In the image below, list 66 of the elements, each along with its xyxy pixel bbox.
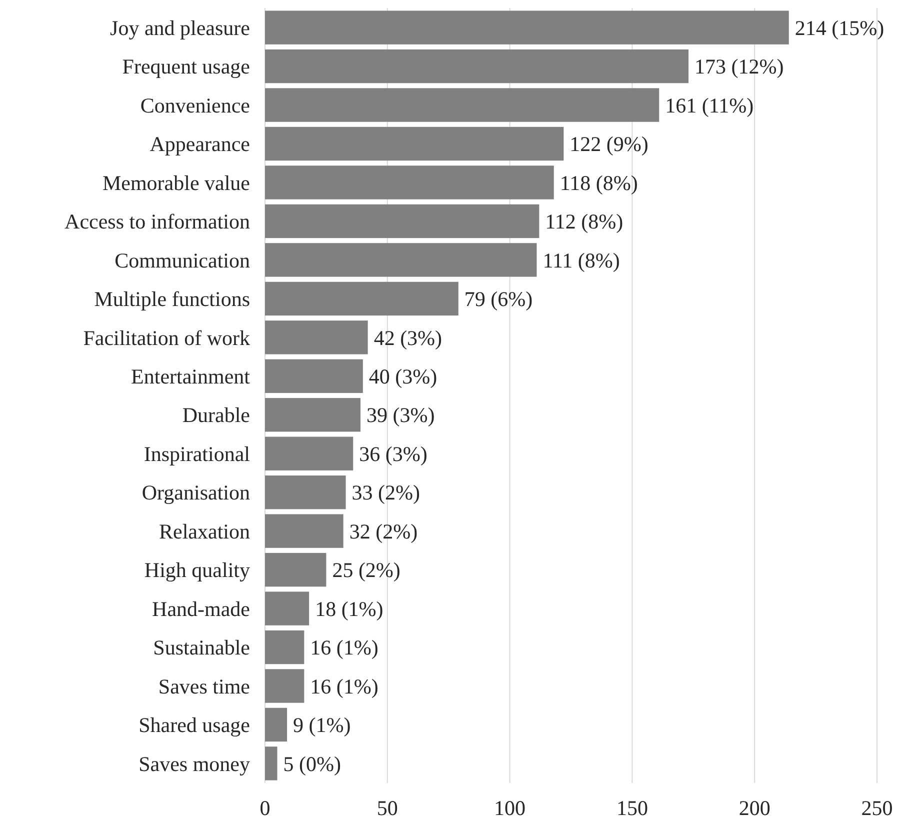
x-tick-label: 200: [738, 796, 770, 820]
data-label: 161 (11%): [665, 93, 754, 118]
data-label: 36 (3%): [359, 442, 428, 466]
bar: [265, 320, 368, 354]
y-tick-label: Relaxation: [159, 519, 250, 544]
y-tick-label: High quality: [144, 558, 250, 582]
bar: [265, 552, 326, 587]
y-tick-label: Saves time: [158, 674, 250, 698]
y-tick-label: Memorable value: [102, 170, 250, 195]
data-label: 173 (12%): [694, 54, 784, 79]
data-label: 112 (8%): [545, 210, 624, 234]
y-tick-label: Joy and pleasure: [110, 16, 250, 40]
y-tick-label: Appearance: [150, 132, 250, 156]
data-label: 39 (3%): [366, 403, 435, 428]
y-tick-label: Sustainable: [153, 636, 250, 660]
bar: [265, 746, 278, 780]
bar: [265, 592, 310, 626]
data-label: 40 (3%): [368, 364, 438, 388]
y-tick-label: Saves money: [138, 752, 250, 776]
bar: [265, 436, 354, 470]
y-tick-label: Access to information: [64, 210, 250, 234]
x-tick-label: 100: [494, 796, 526, 820]
y-tick-label: Convenience: [140, 93, 250, 118]
y-tick-label: Communication: [114, 248, 250, 272]
bar: [265, 475, 346, 510]
data-label: 18 (1%): [315, 596, 384, 621]
y-tick-label: Entertainment: [131, 364, 250, 388]
y-tick-label: Hand-made: [152, 596, 250, 621]
y-tick-label: Facilitation of work: [83, 326, 250, 350]
y-tick-label: Frequent usage: [122, 54, 250, 79]
bar: [265, 514, 344, 548]
bar: [265, 282, 458, 316]
bar: [265, 10, 789, 44]
bar: [265, 398, 360, 432]
bar: [265, 243, 537, 277]
y-tick-label: Shared usage: [138, 713, 250, 738]
data-label: 79 (6%): [464, 287, 533, 312]
data-label: 122 (9%): [570, 132, 648, 156]
bar: [265, 88, 660, 122]
y-tick-label: Multiple functions: [94, 287, 250, 312]
bar: [265, 669, 304, 703]
x-tick-label: 0: [260, 796, 270, 820]
y-tick-label: Organisation: [142, 480, 250, 505]
data-label: 9 (1%): [293, 713, 351, 738]
bar: [265, 204, 540, 238]
data-label: 33 (2%): [352, 480, 420, 505]
data-label: 5 (0%): [283, 752, 341, 776]
bar: [265, 708, 288, 742]
x-tick-label: 150: [616, 796, 648, 820]
data-label: 111 (8%): [542, 248, 620, 272]
bar: [265, 630, 304, 664]
x-tick-label: 250: [861, 796, 893, 820]
bar: [265, 126, 564, 161]
bar: [265, 166, 554, 200]
bar: [265, 359, 363, 393]
data-label: 118 (8%): [560, 170, 638, 195]
data-label: 42 (3%): [374, 326, 442, 350]
data-label: 25 (2%): [332, 558, 400, 582]
data-label: 16 (1%): [310, 674, 378, 698]
data-label: 32 (2%): [349, 519, 418, 544]
x-tick-label: 50: [376, 796, 398, 820]
y-tick-label: Inspirational: [144, 442, 250, 466]
data-label: 16 (1%): [310, 636, 378, 660]
data-label: 214 (15%): [794, 16, 884, 40]
y-tick-label: Durable: [182, 403, 250, 428]
bar: [265, 49, 689, 84]
